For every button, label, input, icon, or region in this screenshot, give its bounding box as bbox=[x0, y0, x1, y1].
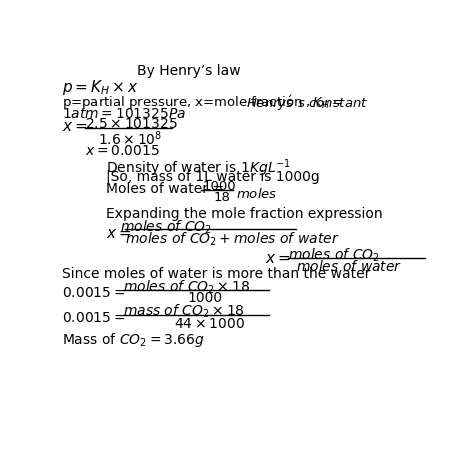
Text: $p=K_{H}\times x$: $p=K_{H}\times x$ bbox=[62, 78, 139, 97]
Text: Density of water is $1KgL^{-1}$: Density of water is $1KgL^{-1}$ bbox=[106, 157, 291, 179]
Text: Since moles of water is more than the water: Since moles of water is more than the wa… bbox=[62, 267, 369, 281]
Text: $0.0015=$: $0.0015=$ bbox=[62, 311, 125, 325]
Text: 18: 18 bbox=[213, 191, 229, 204]
Text: 1000: 1000 bbox=[203, 180, 236, 193]
Text: $\mathit{mass\ of\ CO_{2}\times 18}$: $\mathit{mass\ of\ CO_{2}\times 18}$ bbox=[123, 303, 245, 320]
Text: p=partial pressure, x=mole fraction $,K_{H}=$: p=partial pressure, x=mole fraction $,K_… bbox=[62, 94, 342, 111]
Text: $2.5\times 101325$: $2.5\times 101325$ bbox=[85, 117, 178, 131]
Text: $x=$: $x=$ bbox=[265, 252, 290, 266]
Text: $44\times 1000$: $44\times 1000$ bbox=[174, 317, 245, 331]
Text: $\mathit{moles\ of\ CO_{2}\times 18}$: $\mathit{moles\ of\ CO_{2}\times 18}$ bbox=[123, 278, 249, 296]
Text: $\mathit{moles}$: $\mathit{moles}$ bbox=[235, 187, 277, 201]
Text: $\mathit{moles\ of\ water}$: $\mathit{moles\ of\ water}$ bbox=[296, 259, 401, 274]
Text: By Henry’s law: By Henry’s law bbox=[137, 64, 240, 78]
Text: Moles of water =: Moles of water = bbox=[106, 182, 228, 196]
Text: $\mathit{1atm}\mathit{=101325Pa}$: $\mathit{1atm}\mathit{=101325Pa}$ bbox=[62, 107, 186, 122]
Text: Expanding the mole fraction expression: Expanding the mole fraction expression bbox=[106, 207, 382, 221]
Text: $\mathit{Henry\'s\ s\ constant}$: $\mathit{Henry\'s\ s\ constant}$ bbox=[245, 94, 367, 113]
Text: 1000: 1000 bbox=[187, 291, 222, 306]
Text: $1.6\times 10^{8}$: $1.6\times 10^{8}$ bbox=[98, 130, 162, 148]
Text: $\mathit{moles\ of\ CO_{2}+moles\ of\ water}$: $\mathit{moles\ of\ CO_{2}+moles\ of\ wa… bbox=[125, 230, 339, 248]
Text: $\mathit{moles\ of\ CO_{2}}$: $\mathit{moles\ of\ CO_{2}}$ bbox=[288, 247, 379, 264]
Text: |So, mass of 1L water is 1000g: |So, mass of 1L water is 1000g bbox=[106, 170, 319, 185]
Text: $x=$: $x=$ bbox=[106, 226, 131, 241]
Text: Mass of $CO_{2}=3.66g$: Mass of $CO_{2}=3.66g$ bbox=[62, 331, 204, 349]
Text: $0.0015=$: $0.0015=$ bbox=[62, 286, 125, 300]
Text: $x=$: $x=$ bbox=[62, 119, 87, 134]
Text: $x=0.0015$: $x=0.0015$ bbox=[85, 144, 160, 157]
Text: $\mathit{moles\ of\ CO_{2}}$: $\mathit{moles\ of\ CO_{2}}$ bbox=[120, 218, 211, 236]
